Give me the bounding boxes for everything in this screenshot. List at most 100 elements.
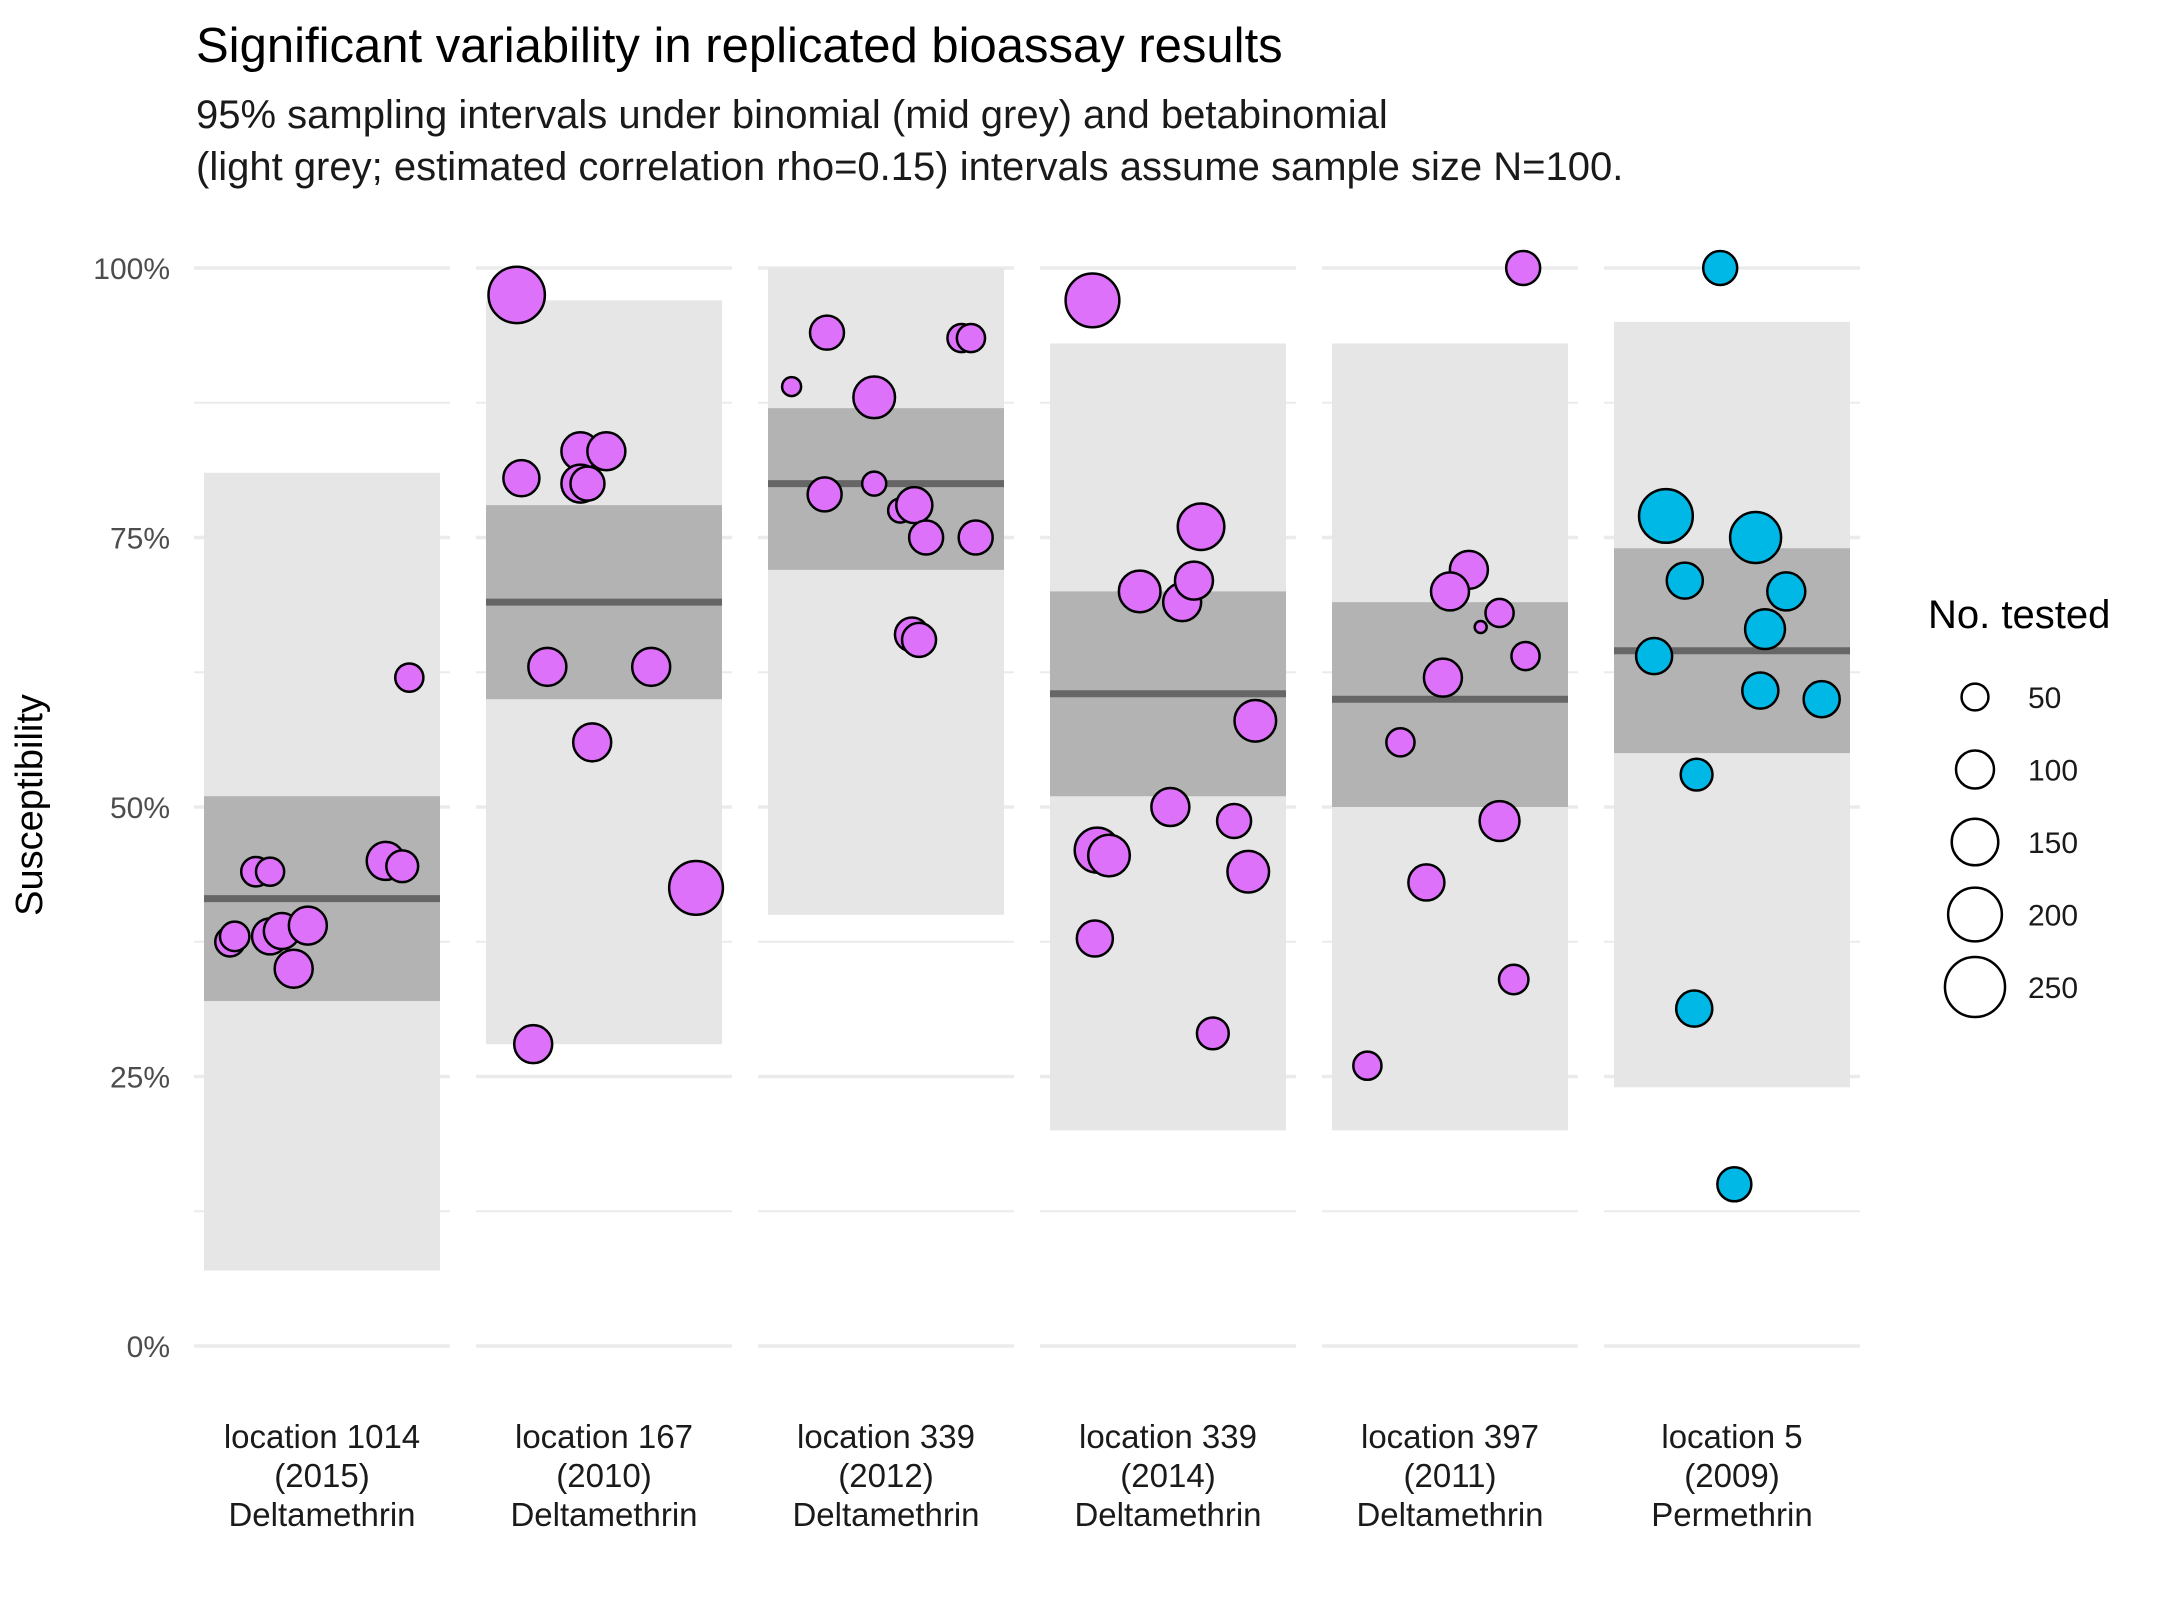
legend-key-circle	[1943, 955, 2007, 1019]
data-point	[502, 458, 541, 498]
data-point	[287, 905, 329, 946]
data-point	[1117, 569, 1162, 614]
data-point	[218, 920, 251, 953]
data-point	[955, 322, 987, 354]
data-point	[1473, 619, 1488, 635]
data-point	[1743, 607, 1787, 651]
data-point	[1075, 919, 1115, 958]
data-point	[1422, 657, 1464, 698]
legend-key-circle	[1946, 886, 2004, 943]
data-point	[1741, 671, 1780, 710]
y-axis-label: Susceptibility	[9, 694, 51, 916]
y-tick-label: 100%	[93, 253, 170, 286]
data-point	[1478, 799, 1521, 843]
y-axis: 0% 25% 50% 75% 100%	[93, 253, 170, 1364]
x-tick-label: location 167	[515, 1418, 693, 1455]
x-tick-label: (2014)	[1120, 1457, 1215, 1494]
data-point	[393, 662, 425, 693]
data-point	[1679, 757, 1714, 792]
data-point	[957, 519, 994, 556]
data-point	[1634, 636, 1674, 676]
data-point	[1701, 249, 1739, 287]
data-point	[1504, 249, 1542, 287]
legend-key-circle	[1950, 817, 2000, 867]
data-point	[1215, 802, 1253, 840]
data-point	[1510, 640, 1541, 672]
x-tick-label: location 339	[797, 1418, 975, 1455]
y-tick-label: 75%	[110, 523, 170, 556]
data-point	[512, 1023, 554, 1065]
data-point	[860, 470, 888, 497]
data-point	[1728, 510, 1783, 565]
data-point	[630, 646, 672, 688]
data-point	[667, 859, 725, 916]
data-point	[254, 856, 286, 888]
x-axis: location 1014(2015)Deltamethrinlocation …	[224, 1418, 1813, 1533]
chart-subtitle-line-2: (light grey; estimated correlation rho=0…	[196, 145, 1623, 189]
x-tick-label: (2015)	[274, 1457, 369, 1494]
chart-subtitle-line-1: 95% sampling intervals under binomial (m…	[196, 93, 1388, 137]
legend-title: No. tested	[1928, 593, 2110, 637]
grid	[194, 266, 1860, 1348]
data-point	[1766, 571, 1807, 612]
legend-key-circle	[1954, 749, 1996, 790]
legend-key-label: 250	[2028, 972, 2078, 1005]
y-tick-label: 50%	[110, 792, 170, 825]
data-point	[1637, 487, 1695, 545]
data-point	[571, 722, 613, 763]
size-legend: No. tested 50 100 150 200 250	[1928, 593, 2110, 1019]
y-tick-label: 0%	[127, 1331, 170, 1364]
data-point	[1195, 1016, 1230, 1051]
x-tick-label: Deltamethrin	[1356, 1496, 1543, 1533]
x-tick-label: (2010)	[556, 1457, 651, 1494]
chart-title: Significant variability in replicated bi…	[196, 19, 1283, 73]
data-point	[1173, 560, 1215, 601]
data-point	[1150, 786, 1191, 828]
data-point	[527, 646, 568, 688]
data-point	[1086, 833, 1132, 878]
data-point	[569, 465, 606, 502]
data-point	[852, 375, 897, 420]
x-tick-label: Deltamethrin	[510, 1496, 697, 1533]
x-tick-label: Permethrin	[1651, 1496, 1812, 1533]
data-point	[273, 948, 314, 989]
data-point	[1407, 863, 1446, 902]
data-point	[1226, 849, 1271, 894]
data-points	[213, 249, 1841, 1203]
legend-key-circle	[1960, 682, 1990, 712]
data-point	[1385, 726, 1416, 758]
data-point	[1802, 679, 1841, 719]
data-point	[1352, 1050, 1383, 1082]
legend-key-label: 100	[2028, 755, 2078, 788]
data-point	[1484, 597, 1515, 629]
data-point	[385, 849, 420, 884]
data-point	[806, 476, 843, 513]
x-tick-label: location 339	[1079, 1418, 1257, 1455]
data-point	[1665, 561, 1705, 600]
data-point	[1233, 698, 1278, 743]
x-tick-label: location 5	[1661, 1418, 1802, 1455]
x-tick-label: Deltamethrin	[1074, 1496, 1261, 1533]
x-tick-label: location 397	[1361, 1418, 1539, 1455]
x-tick-label: Deltamethrin	[228, 1496, 415, 1533]
betabinomial-interval-band	[768, 268, 1004, 915]
data-point	[780, 375, 803, 398]
x-tick-label: (2011)	[1404, 1457, 1497, 1494]
legend-key-label: 50	[2028, 682, 2061, 715]
data-point	[487, 265, 547, 325]
data-point	[1064, 272, 1121, 329]
data-point	[808, 314, 846, 351]
x-tick-label: (2012)	[838, 1457, 933, 1494]
interval-bands	[204, 268, 1850, 1271]
data-point	[895, 485, 934, 525]
data-point	[1176, 502, 1226, 552]
x-tick-label: location 1014	[224, 1418, 420, 1455]
data-point	[1497, 963, 1530, 996]
legend-key-label: 150	[2028, 827, 2078, 860]
x-tick-label: (2009)	[1684, 1457, 1779, 1494]
data-point	[900, 621, 938, 659]
data-point	[586, 431, 627, 472]
x-tick-label: Deltamethrin	[792, 1496, 979, 1533]
binomial-interval-band	[1332, 602, 1568, 807]
